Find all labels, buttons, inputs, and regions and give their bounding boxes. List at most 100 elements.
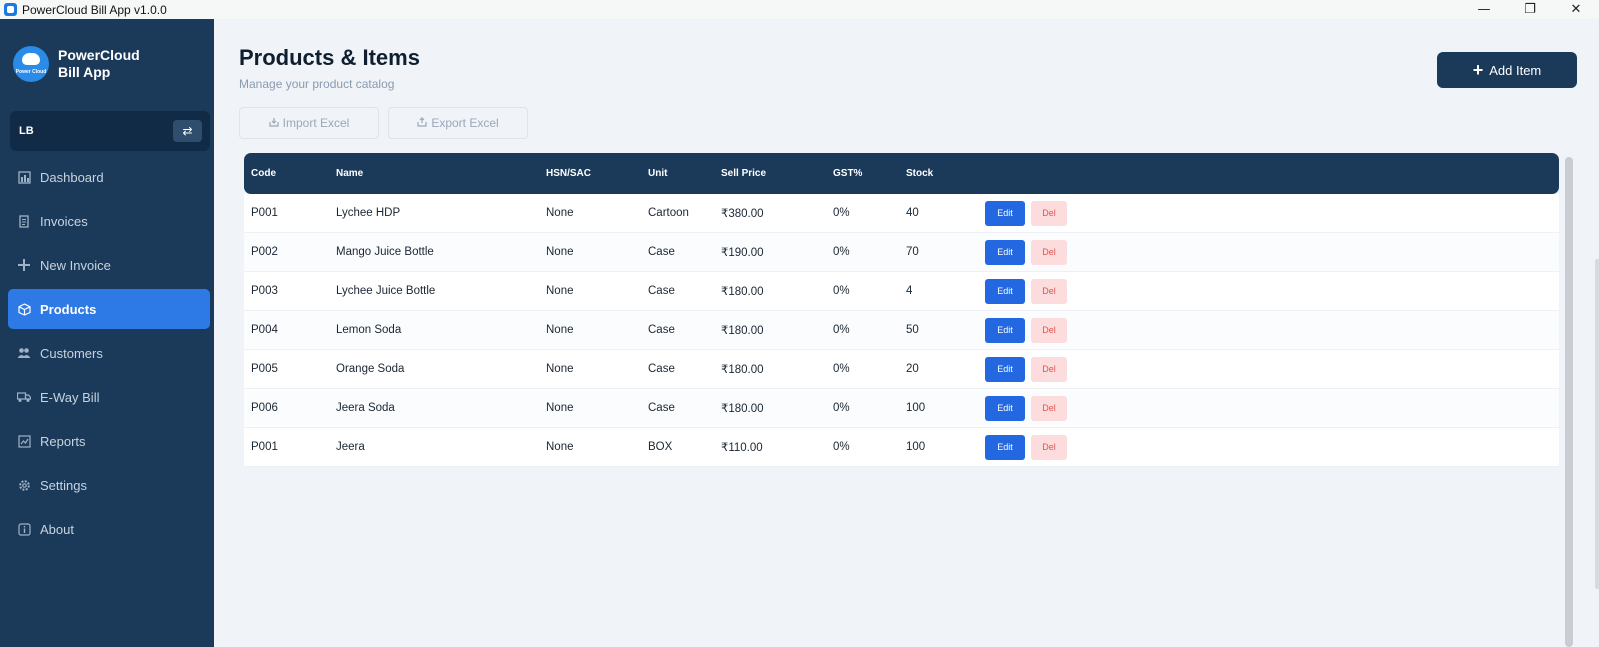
edit-button[interactable]: Edit (985, 317, 1025, 343)
company-code: LB (19, 125, 34, 137)
maximize-button[interactable]: ❐ (1524, 2, 1536, 17)
sidebar-item-about[interactable]: About (8, 509, 210, 549)
sidebar-item-label: Invoices (40, 213, 88, 229)
cell-unit: BOX (648, 441, 673, 453)
main-content: Products & Items Manage your product cat… (214, 19, 1599, 647)
sidebar-item-settings[interactable]: Settings (8, 465, 210, 505)
cell-stock: 4 (906, 285, 913, 297)
import-excel-label: Import Excel (282, 116, 350, 130)
cell-price: ₹110.00 (721, 442, 763, 454)
plus-icon (17, 258, 31, 272)
cell-code: P001 (251, 441, 278, 453)
cell-code: P003 (251, 285, 278, 297)
sidebar-item-label: Settings (40, 477, 87, 493)
header-stock: Stock (906, 168, 934, 179)
cell-stock: 50 (906, 324, 919, 336)
cell-price: ₹180.00 (721, 325, 764, 337)
edit-button[interactable]: Edit (985, 434, 1025, 460)
edit-button[interactable]: Edit (985, 278, 1025, 304)
export-excel-button[interactable]: Export Excel (388, 107, 528, 139)
delete-button[interactable]: Del (1031, 395, 1067, 421)
switch-company-button[interactable]: ⇄ (173, 120, 202, 142)
sidebar-item-products[interactable]: Products (8, 289, 210, 329)
add-item-button[interactable]: + Add Item (1437, 52, 1577, 88)
brand-name-line1: PowerCloud (58, 46, 140, 63)
cell-gst: 0% (833, 207, 850, 219)
sidebar-item-label: Dashboard (40, 169, 104, 185)
cell-unit: Case (648, 285, 675, 297)
cell-gst: 0% (833, 285, 850, 297)
sidebar-item-new-invoice[interactable]: New Invoice (8, 245, 210, 285)
table-row: P006 Jeera Soda None Case ₹180.00 0% 100… (244, 389, 1559, 428)
delete-button[interactable]: Del (1031, 434, 1067, 460)
sidebar-item-dashboard[interactable]: Dashboard (8, 157, 210, 197)
plus-icon: + (1472, 59, 1484, 80)
company-selector[interactable]: LB ⇄ (10, 111, 210, 151)
sidebar-item-e-way-bill[interactable]: E-Way Bill (8, 377, 210, 417)
delete-button[interactable]: Del (1031, 317, 1067, 343)
window-title: PowerCloud Bill App v1.0.0 (22, 2, 167, 17)
table-body: P001 Lychee HDP None Cartoon ₹380.00 0% … (244, 194, 1559, 467)
minimize-button[interactable]: — (1477, 2, 1491, 17)
cell-stock: 20 (906, 363, 919, 375)
table-row: P001 Lychee HDP None Cartoon ₹380.00 0% … (244, 194, 1559, 233)
sidebar-item-reports[interactable]: Reports (8, 421, 210, 461)
cell-stock: 100 (906, 441, 926, 453)
brand-name: PowerCloud Bill App (58, 47, 140, 81)
delete-button[interactable]: Del (1031, 278, 1067, 304)
document-icon (17, 214, 31, 228)
box-icon (17, 302, 31, 316)
cell-unit: Case (648, 402, 675, 414)
cell-gst: 0% (833, 363, 850, 375)
cell-unit: Case (648, 324, 675, 336)
close-button[interactable]: ✕ (1570, 2, 1582, 17)
app-icon (4, 3, 17, 16)
brand-logo: Power Cloud (13, 45, 49, 82)
cell-price: ₹380.00 (721, 208, 764, 220)
cell-code: P005 (251, 363, 278, 375)
sidebar-item-label: New Invoice (40, 257, 111, 273)
info-icon (17, 522, 31, 536)
edit-button[interactable]: Edit (985, 239, 1025, 265)
window-controls: — ❐ ✕ (1461, 0, 1599, 19)
cell-stock: 40 (906, 207, 919, 219)
cell-unit: Cartoon (648, 207, 689, 219)
table-row: P005 Orange Soda None Case ₹180.00 0% 20… (244, 350, 1559, 389)
cell-name: Jeera Soda (336, 402, 395, 414)
header-gst: GST% (833, 168, 863, 179)
brand-name-line2: Bill App (58, 63, 111, 80)
window-edge-scrollbar[interactable] (1595, 259, 1599, 589)
delete-button[interactable]: Del (1031, 200, 1067, 226)
row-actions: Edit Del (985, 317, 1067, 343)
row-actions: Edit Del (985, 278, 1067, 304)
cell-name: Mango Juice Bottle (336, 246, 434, 258)
sidebar-item-customers[interactable]: Customers (8, 333, 210, 373)
row-actions: Edit Del (985, 356, 1067, 382)
truck-icon (17, 390, 31, 404)
brand: Power Cloud PowerCloud Bill App (0, 19, 214, 89)
add-item-label: Add Item (1489, 62, 1542, 78)
cloud-icon (22, 52, 40, 65)
cell-code: P006 (251, 402, 278, 414)
edit-button[interactable]: Edit (985, 356, 1025, 382)
cell-hsn: None (546, 324, 574, 336)
cell-code: P002 (251, 246, 278, 258)
cell-price: ₹180.00 (721, 286, 764, 298)
edit-button[interactable]: Edit (985, 200, 1025, 226)
table-header: Code Name HSN/SAC Unit Sell Price GST% S… (244, 153, 1559, 194)
cell-gst: 0% (833, 402, 850, 414)
users-icon (17, 346, 31, 360)
table-row: P002 Mango Juice Bottle None Case ₹190.0… (244, 233, 1559, 272)
cell-gst: 0% (833, 324, 850, 336)
report-icon (17, 434, 31, 448)
delete-button[interactable]: Del (1031, 239, 1067, 265)
import-excel-button[interactable]: Import Excel (239, 107, 379, 139)
cell-name: Lychee Juice Bottle (336, 285, 436, 297)
row-actions: Edit Del (985, 239, 1067, 265)
edit-button[interactable]: Edit (985, 395, 1025, 421)
sidebar-item-label: About (40, 521, 74, 537)
vertical-scrollbar[interactable] (1565, 157, 1573, 647)
delete-button[interactable]: Del (1031, 356, 1067, 382)
sidebar-item-invoices[interactable]: Invoices (8, 201, 210, 241)
sidebar-item-label: Customers (40, 345, 103, 361)
